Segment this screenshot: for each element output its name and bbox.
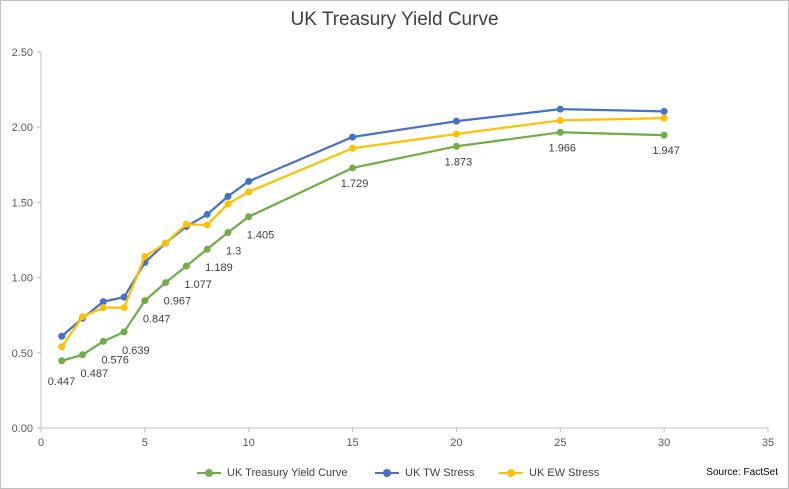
data-point	[660, 107, 668, 115]
data-point	[556, 105, 564, 113]
data-point	[245, 213, 253, 221]
legend-item: UK EW Stress	[499, 464, 599, 482]
data-point	[556, 116, 564, 124]
data-point	[120, 293, 128, 301]
data-label: 1.966	[549, 142, 577, 154]
x-tick-label: 20	[450, 437, 462, 449]
data-point	[99, 298, 107, 306]
data-point	[349, 164, 357, 172]
y-tick-label: 1.50	[12, 197, 33, 209]
chart-title: UK Treasury Yield Curve	[290, 9, 499, 30]
series-line-0	[61, 131, 665, 362]
data-point	[120, 328, 128, 336]
data-point	[245, 188, 253, 196]
data-point	[182, 262, 190, 270]
legend-label: UK EW Stress	[529, 467, 600, 479]
data-point	[349, 133, 357, 141]
data-label: 0.967	[164, 296, 192, 308]
data-point	[141, 253, 149, 261]
y-tick-label: 0.00	[12, 423, 33, 435]
y-tick-label: 2.50	[12, 47, 33, 59]
data-point	[224, 200, 232, 208]
data-label: 1.947	[652, 145, 680, 157]
legend-item: UK TW Stress	[375, 464, 474, 482]
x-tick-label: 25	[554, 437, 566, 449]
data-label: 0.487	[81, 368, 109, 380]
legend-swatch-dot	[383, 469, 391, 477]
data-point	[349, 144, 357, 152]
data-point	[162, 239, 170, 247]
y-tick-label: 0.50	[12, 348, 33, 360]
data-label: 0.847	[143, 314, 171, 326]
data-label: 1.729	[341, 178, 369, 190]
data-point	[203, 221, 211, 229]
data-point	[162, 279, 170, 287]
data-point	[203, 210, 211, 218]
legend-swatch-dot	[205, 469, 213, 477]
data-point	[58, 357, 66, 365]
data-point	[452, 117, 460, 125]
data-point	[58, 332, 66, 340]
y-tick-label: 1.00	[12, 273, 33, 285]
data-label: 1.405	[247, 230, 275, 242]
data-point	[120, 304, 128, 312]
y-tick-label: 2.00	[12, 122, 33, 134]
data-point	[203, 245, 211, 253]
legend-swatch	[197, 464, 221, 482]
data-point	[556, 128, 564, 136]
legend-swatch	[375, 464, 399, 482]
x-tick-label: 15	[346, 437, 358, 449]
legend-label: UK TW Stress	[405, 467, 475, 479]
data-point	[79, 351, 87, 359]
data-point	[79, 313, 87, 321]
x-tick-label: 10	[243, 437, 255, 449]
legend: UK Treasury Yield Curve UK TW Stress UK EW…	[1, 464, 788, 482]
legend-label: UK Treasury Yield Curve	[227, 467, 348, 479]
data-point	[224, 228, 232, 236]
legend-item: UK Treasury Yield Curve	[197, 464, 347, 482]
data-point	[224, 192, 232, 200]
data-label: 1.873	[445, 156, 473, 168]
legend-swatch-dot	[507, 469, 515, 477]
data-point	[245, 177, 253, 185]
data-point	[141, 297, 149, 305]
legend-swatch	[499, 464, 523, 482]
data-point	[99, 337, 107, 345]
series-line-1	[61, 108, 665, 338]
data-label: 0.639	[122, 345, 150, 357]
data-label: 1.189	[205, 262, 233, 274]
data-label: 1.3	[226, 245, 241, 257]
data-point	[99, 304, 107, 312]
data-point	[660, 131, 668, 139]
data-label: 0.576	[101, 354, 129, 366]
data-label: 1.077	[184, 279, 212, 291]
data-point	[452, 142, 460, 150]
data-point	[182, 220, 190, 228]
x-tick-label: 0	[38, 437, 44, 449]
x-tick-label: 5	[142, 437, 148, 449]
data-label: 0.447	[48, 376, 76, 388]
x-tick-label: 30	[658, 437, 670, 449]
source-note: Source: FactSet	[706, 467, 778, 478]
data-point	[58, 343, 66, 351]
data-point	[660, 114, 668, 122]
data-point	[452, 130, 460, 138]
x-tick-label: 35	[762, 437, 774, 449]
